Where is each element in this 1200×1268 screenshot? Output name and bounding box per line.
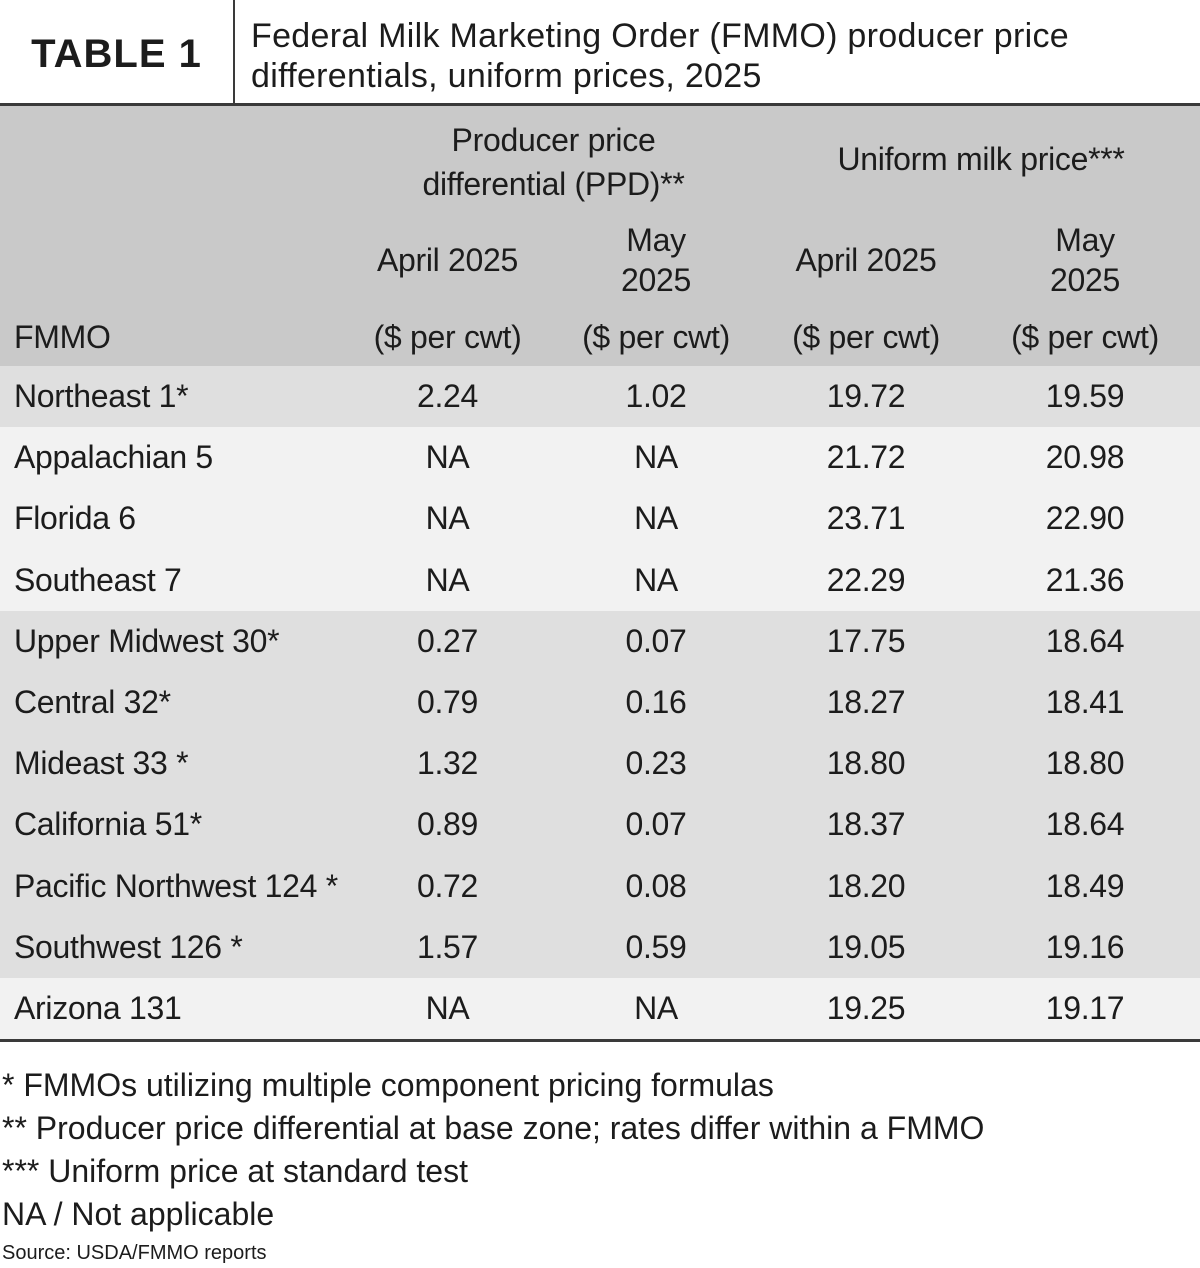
ppd-may-value: 0.16 bbox=[550, 671, 762, 734]
table-row: Mideast 33 * 1.32 0.23 18.80 18.80 bbox=[0, 733, 1200, 795]
header-empty-cell bbox=[0, 106, 345, 212]
uniform-april-value: 18.20 bbox=[762, 855, 970, 917]
ppd-april-value: NA bbox=[345, 977, 550, 1043]
table-row: Upper Midwest 30* 0.27 0.07 17.75 18.64 bbox=[0, 610, 1200, 672]
header-month-row: April 2025 May 2025 April 2025 May 2025 bbox=[0, 212, 1200, 308]
fmmo-name: Central 32* bbox=[0, 671, 345, 734]
uniform-may-value: 18.64 bbox=[970, 794, 1200, 856]
header-ppd-group: Producer price differential (PPD)** bbox=[345, 106, 762, 212]
header-fmmo: FMMO bbox=[0, 308, 345, 366]
ppd-april-value: 0.72 bbox=[345, 855, 550, 917]
header-unit: ($ per cwt) bbox=[970, 308, 1200, 366]
table-row: Appalachian 5 NA NA 21.72 20.98 bbox=[0, 427, 1200, 489]
fmmo-name: Florida 6 bbox=[0, 488, 345, 550]
ppd-april-value: NA bbox=[345, 488, 550, 550]
table-row: Southeast 7 NA NA 22.29 21.36 bbox=[0, 549, 1200, 611]
uniform-may-value: 21.36 bbox=[970, 549, 1200, 611]
header-group-row: Producer price differential (PPD)** Unif… bbox=[0, 106, 1200, 212]
fmmo-name: Southwest 126 * bbox=[0, 916, 345, 978]
ppd-april-value: 1.32 bbox=[345, 733, 550, 795]
ppd-may-value: 0.07 bbox=[550, 794, 762, 856]
header-ppd-may: May 2025 bbox=[550, 212, 762, 308]
ppd-may-value: NA bbox=[550, 977, 762, 1043]
table-row: Arizona 131 NA NA 19.25 19.17 bbox=[0, 977, 1200, 1043]
table-label: TABLE 1 bbox=[0, 0, 235, 103]
uniform-april-value: 18.80 bbox=[762, 733, 970, 795]
fmmo-name: Northeast 1* bbox=[0, 366, 345, 428]
ppd-may-value: NA bbox=[550, 549, 762, 611]
table-row: California 51* 0.89 0.07 18.37 18.64 bbox=[0, 794, 1200, 856]
table-title: Federal Milk Marketing Order (FMMO) prod… bbox=[235, 0, 1200, 103]
table-title-line-1: Federal Milk Marketing Order (FMMO) prod… bbox=[251, 17, 1069, 55]
uniform-april-value: 19.25 bbox=[762, 977, 970, 1043]
header-uniform-april: April 2025 bbox=[762, 212, 970, 308]
ppd-may-value: NA bbox=[550, 488, 762, 550]
uniform-april-value: 19.72 bbox=[762, 366, 970, 428]
fmmo-name: Mideast 33 * bbox=[0, 733, 345, 795]
ppd-april-value: 0.27 bbox=[345, 610, 550, 672]
fmmo-name: Pacific Northwest 124 * bbox=[0, 855, 345, 917]
ppd-april-value: 0.79 bbox=[345, 671, 550, 734]
table-row: Pacific Northwest 124 * 0.72 0.08 18.20 … bbox=[0, 855, 1200, 917]
ppd-april-value: 2.24 bbox=[345, 366, 550, 428]
ppd-april-value: 1.57 bbox=[345, 916, 550, 978]
footnote: ** Producer price differential at base z… bbox=[2, 1110, 985, 1146]
uniform-april-value: 18.27 bbox=[762, 671, 970, 734]
fmmo-name: Arizona 131 bbox=[0, 977, 345, 1043]
uniform-april-value: 23.71 bbox=[762, 488, 970, 550]
source-note: Source: USDA/FMMO reports bbox=[2, 1242, 267, 1264]
ppd-april-value: NA bbox=[345, 549, 550, 611]
ppd-april-value: NA bbox=[345, 427, 550, 489]
header-ppd-april: April 2025 bbox=[345, 212, 550, 308]
header-unit-row: FMMO ($ per cwt) ($ per cwt) ($ per cwt)… bbox=[0, 308, 1200, 366]
table-row: Florida 6 NA NA 23.71 22.90 bbox=[0, 488, 1200, 550]
footnote: *** Uniform price at standard test bbox=[2, 1153, 468, 1189]
uniform-may-value: 18.49 bbox=[970, 855, 1200, 917]
fmmo-name: California 51* bbox=[0, 794, 345, 856]
ppd-april-value: 0.89 bbox=[345, 794, 550, 856]
header-uniform-may: May 2025 bbox=[970, 212, 1200, 308]
uniform-may-value: 19.59 bbox=[970, 366, 1200, 428]
header-uniform-group: Uniform milk price*** bbox=[762, 106, 1200, 212]
fmmo-name: Southeast 7 bbox=[0, 549, 345, 611]
table-title-line-2: differentials, uniform prices, 2025 bbox=[251, 57, 762, 95]
uniform-may-value: 20.98 bbox=[970, 427, 1200, 489]
header-unit: ($ per cwt) bbox=[345, 308, 550, 366]
ppd-may-value: 0.23 bbox=[550, 733, 762, 795]
uniform-april-value: 17.75 bbox=[762, 610, 970, 672]
uniform-may-value: 18.80 bbox=[970, 733, 1200, 795]
table-row: Central 32* 0.79 0.16 18.27 18.41 bbox=[0, 671, 1200, 734]
ppd-may-value: NA bbox=[550, 427, 762, 489]
header-unit: ($ per cwt) bbox=[762, 308, 970, 366]
table-row: Northeast 1* 2.24 1.02 19.72 19.59 bbox=[0, 366, 1200, 428]
ppd-may-value: 1.02 bbox=[550, 366, 762, 428]
uniform-may-value: 18.64 bbox=[970, 610, 1200, 672]
ppd-may-value: 0.08 bbox=[550, 855, 762, 917]
uniform-april-value: 21.72 bbox=[762, 427, 970, 489]
uniform-april-value: 19.05 bbox=[762, 916, 970, 978]
uniform-april-value: 18.37 bbox=[762, 794, 970, 856]
footnote: * FMMOs utilizing multiple component pri… bbox=[2, 1067, 774, 1103]
footnotes: * FMMOs utilizing multiple component pri… bbox=[2, 1064, 1192, 1268]
price-table: Producer price differential (PPD)** Unif… bbox=[0, 106, 1200, 1043]
ppd-may-value: 0.07 bbox=[550, 610, 762, 672]
table-row: Southwest 126 * 1.57 0.59 19.05 19.16 bbox=[0, 916, 1200, 978]
uniform-may-value: 19.16 bbox=[970, 916, 1200, 978]
header-unit: ($ per cwt) bbox=[550, 308, 762, 366]
uniform-may-value: 18.41 bbox=[970, 671, 1200, 734]
uniform-may-value: 22.90 bbox=[970, 488, 1200, 550]
table-title-bar: TABLE 1 Federal Milk Marketing Order (FM… bbox=[0, 0, 1200, 106]
header-empty-cell bbox=[0, 212, 345, 308]
fmmo-name: Appalachian 5 bbox=[0, 427, 345, 489]
fmmo-name: Upper Midwest 30* bbox=[0, 610, 345, 672]
ppd-may-value: 0.59 bbox=[550, 916, 762, 978]
uniform-may-value: 19.17 bbox=[970, 977, 1200, 1043]
footnote: NA / Not applicable bbox=[2, 1196, 275, 1232]
uniform-april-value: 22.29 bbox=[762, 549, 970, 611]
